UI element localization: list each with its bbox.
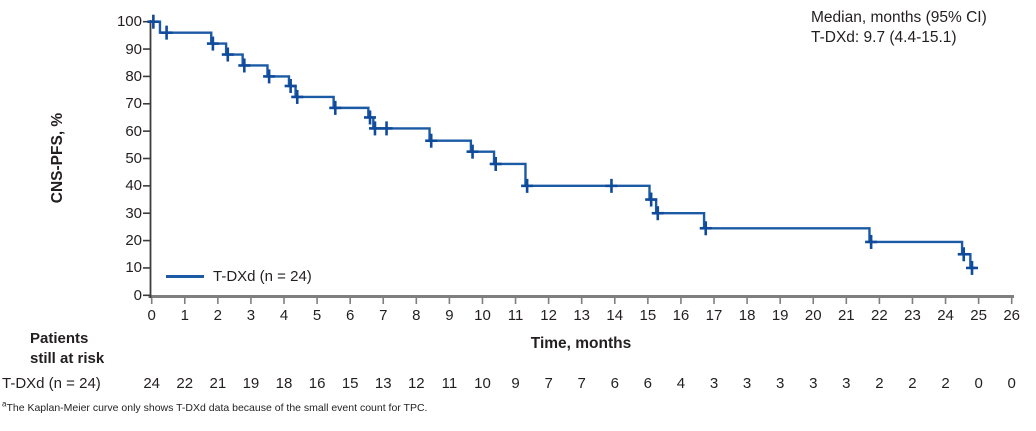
x-tick-label: 26 xyxy=(1003,307,1021,324)
x-tick-label: 24 xyxy=(937,307,954,324)
x-tick-label: 8 xyxy=(412,307,421,324)
at-risk-value: 10 xyxy=(474,375,491,392)
x-tick-label: 20 xyxy=(804,307,822,324)
at-risk-value: 3 xyxy=(742,375,752,392)
x-tick-label: 6 xyxy=(345,307,355,324)
at-risk-value: 16 xyxy=(308,375,326,392)
x-tick-label: 4 xyxy=(279,307,289,324)
x-tick-label: 3 xyxy=(246,307,256,324)
at-risk-value: 3 xyxy=(842,375,851,392)
y-tick-label: 90 xyxy=(125,40,142,58)
x-tick-label: 11 xyxy=(507,307,524,324)
at-risk-value: 7 xyxy=(577,375,586,392)
y-tick-label: 100 xyxy=(116,13,142,31)
x-tick-label: 7 xyxy=(379,307,388,324)
x-tick-label: 19 xyxy=(771,307,789,324)
x-tick-label: 25 xyxy=(970,307,987,324)
y-tick-label: 10 xyxy=(125,259,142,277)
y-tick-label: 80 xyxy=(125,67,142,85)
footnote-text: The Kaplan-Meier curve only shows T-DXd … xyxy=(6,402,428,414)
x-tick-label: 22 xyxy=(871,307,888,324)
at-risk-value: 3 xyxy=(709,375,719,392)
x-tick-label: 13 xyxy=(573,307,591,324)
y-tick-label: 60 xyxy=(125,122,142,140)
footnote: aThe Kaplan-Meier curve only shows T-DXd… xyxy=(2,399,428,414)
at-risk-value: 2 xyxy=(908,375,917,392)
at-risk-value: 0 xyxy=(1007,375,1016,392)
x-tick-label: 18 xyxy=(738,307,756,324)
footnote-marker: a xyxy=(2,399,7,409)
at-risk-value: 11 xyxy=(441,375,458,392)
at-risk-value: 12 xyxy=(407,375,425,392)
legend-line-swatch xyxy=(166,275,204,278)
at-risk-value: 0 xyxy=(974,375,983,392)
at-risk-value: 19 xyxy=(242,375,260,392)
y-tick-label: 40 xyxy=(125,177,142,195)
x-tick-label: 5 xyxy=(312,307,322,324)
at-risk-value: 21 xyxy=(209,375,227,392)
at-risk-value: 18 xyxy=(275,375,293,392)
x-tick-label: 2 xyxy=(213,307,223,324)
y-tick-label: 20 xyxy=(125,232,142,250)
at-risk-value: 3 xyxy=(809,375,818,392)
at-risk-value: 7 xyxy=(544,375,553,392)
median-annotation: Median, months (95% CI) T-DXd: 9.7 (4.4-… xyxy=(811,8,987,48)
legend-label: T-DXd (n = 24) xyxy=(213,268,312,285)
x-tick-label: 12 xyxy=(540,307,557,324)
x-tick-label: 15 xyxy=(639,307,657,324)
at-risk-value: 4 xyxy=(676,375,686,392)
x-tick-label: 1 xyxy=(180,307,189,324)
x-tick-label: 17 xyxy=(705,307,723,324)
y-tick-label: 70 xyxy=(125,95,142,113)
at-risk-value: 3 xyxy=(775,375,785,392)
at-risk-title-line1: Patients xyxy=(30,330,89,347)
y-tick-label: 30 xyxy=(125,204,142,222)
at-risk-value: 22 xyxy=(176,375,194,392)
x-tick-label: 14 xyxy=(606,307,624,324)
at-risk-value: 2 xyxy=(875,375,884,392)
median-annotation-value: T-DXd: 9.7 (4.4-15.1) xyxy=(811,29,957,46)
at-risk-value: 24 xyxy=(143,375,161,392)
x-tick-label: 10 xyxy=(474,307,491,324)
at-risk-value: 9 xyxy=(511,375,520,392)
y-axis-title: CNS-PFS, % xyxy=(49,112,66,204)
at-risk-value: 13 xyxy=(374,375,392,392)
at-risk-value: 6 xyxy=(610,375,619,392)
km-curve-tdxd xyxy=(151,20,976,270)
x-axis-title: Time, months xyxy=(530,335,632,352)
at-risk-title-line2: still at risk xyxy=(30,350,105,367)
x-tick-label: 23 xyxy=(904,307,921,324)
y-tick-label: 0 xyxy=(133,286,142,304)
legend: T-DXd (n = 24) xyxy=(166,268,312,285)
x-tick-label: 0 xyxy=(147,307,156,324)
median-annotation-header: Median, months (95% CI) xyxy=(811,9,987,26)
x-tick-label: 21 xyxy=(837,307,855,324)
x-tick-label: 9 xyxy=(445,307,454,324)
at-risk-value: 2 xyxy=(941,375,950,392)
at-risk-title: Patients still at risk xyxy=(30,329,104,369)
y-tick-label: 50 xyxy=(125,150,142,167)
at-risk-value: 15 xyxy=(341,375,359,392)
at-risk-row-label: T-DXd (n = 24) xyxy=(2,375,101,392)
at-risk-value: 6 xyxy=(643,375,653,392)
x-tick-label: 16 xyxy=(672,307,690,324)
